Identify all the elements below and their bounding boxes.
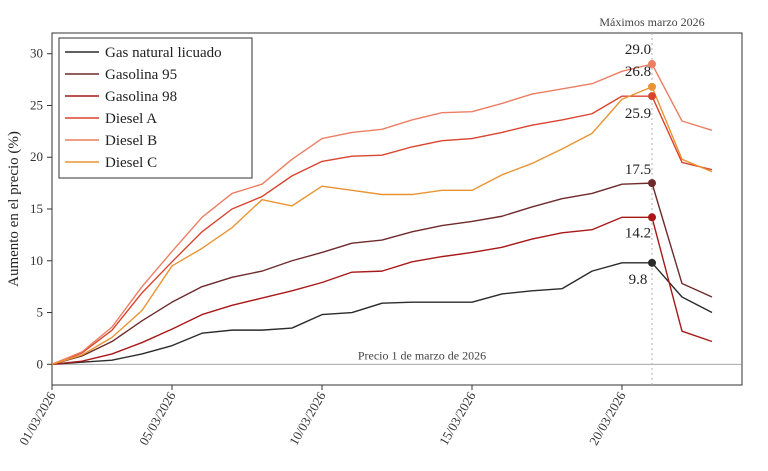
x-tick-label: 10/03/2026 <box>286 389 329 448</box>
y-tick-label: 15 <box>30 201 43 216</box>
peak-marker <box>648 82 656 91</box>
peak-marker <box>648 92 656 101</box>
series-lines <box>51 63 713 365</box>
legend-box <box>58 37 253 179</box>
peak-marker <box>648 213 656 222</box>
y-tick-label: 20 <box>30 149 43 164</box>
series-line-diesel-b <box>51 63 713 365</box>
legend: Gas natural licuado Gasolina 95 Gasolina 9… <box>58 37 253 179</box>
peak-value-label: 29.0 <box>625 42 651 58</box>
legend-label: Gasolina 95 <box>105 67 177 83</box>
x-tick-label: 20/03/2026 <box>586 389 629 448</box>
x-tick-label: 15/03/2026 <box>436 389 479 448</box>
series-line-gasolina-95 <box>51 182 713 365</box>
baseline-label: Precio 1 de marzo de 2026 <box>358 348 486 362</box>
peak-value-label: 26.8 <box>625 64 651 80</box>
legend-label: Diesel C <box>105 155 157 171</box>
x-tick-label: 05/03/2026 <box>136 389 179 448</box>
y-axis-title: Aumento en el precio (%) <box>6 131 22 287</box>
series-line-gasolina-98 <box>51 216 713 365</box>
peak-marker <box>648 179 656 188</box>
series-line-gas-natural-licuado <box>51 262 713 365</box>
peak-date-label: Máximos marzo 2026 <box>599 15 704 29</box>
peak-marker <box>648 258 656 267</box>
legend-label: Diesel A <box>105 111 157 127</box>
peak-marker <box>648 60 656 69</box>
peak-value-label: 14.2 <box>625 225 651 241</box>
y-tick-label: 5 <box>37 305 44 320</box>
series-line-diesel-c <box>51 86 713 365</box>
peak-value-label: 9.8 <box>629 272 648 288</box>
legend-label: Diesel B <box>105 133 157 149</box>
series-line-diesel-a <box>51 95 713 365</box>
x-tick-label: 01/03/2026 <box>16 389 59 448</box>
legend-label: Gasolina 98 <box>105 89 177 105</box>
legend-label: Gas natural licuado <box>105 45 222 61</box>
y-tick-label: 30 <box>30 46 43 61</box>
peak-markers: 9.8 17.5 14.2 25.9 29.0 26.8 <box>625 42 656 288</box>
y-tick-label: 25 <box>30 97 43 112</box>
y-tick-label: 0 <box>37 356 44 371</box>
peak-value-label: 25.9 <box>625 106 651 122</box>
peak-value-label: 17.5 <box>625 162 651 178</box>
y-tick-label: 10 <box>30 253 43 268</box>
